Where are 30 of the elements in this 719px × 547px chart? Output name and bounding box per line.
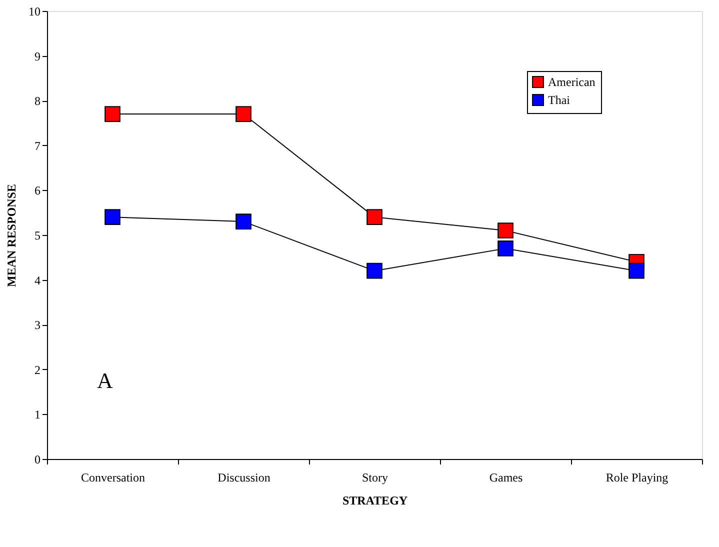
point <box>104 209 120 225</box>
y-tick-label: 10 <box>28 4 40 18</box>
x-tick-label: Discussion <box>218 470 270 484</box>
point <box>366 209 382 225</box>
x-tick-label: Games <box>489 470 523 484</box>
y-tick-label: 8 <box>34 94 40 108</box>
y-tick-label: 1 <box>34 408 40 422</box>
x-axis-title: STRATEGY <box>342 494 408 508</box>
point <box>366 262 382 279</box>
y-tick-label: 0 <box>34 452 40 466</box>
point <box>104 106 120 122</box>
y-tick-label: 5 <box>34 228 40 242</box>
legend-label: Thai <box>548 93 571 107</box>
point <box>498 222 514 238</box>
x-tick-label: Role Playing <box>606 470 668 484</box>
y-tick-label: 3 <box>34 318 40 332</box>
legend-label: American <box>548 75 596 89</box>
point <box>236 214 252 230</box>
x-tick-label: Story <box>362 470 388 484</box>
point <box>628 262 644 279</box>
x-tick-label: Conversation <box>81 470 145 484</box>
point <box>498 240 514 256</box>
y-tick-label: 7 <box>34 138 40 153</box>
point <box>236 106 252 122</box>
y-tick-label: 9 <box>34 49 40 64</box>
y-tick-label: 4 <box>34 273 40 288</box>
y-tick-label: 2 <box>34 362 40 377</box>
y-tick-label: 6 <box>34 184 40 198</box>
y-axis-title: MEAN RESPONSE <box>4 184 18 288</box>
annotation: A <box>97 368 113 393</box>
